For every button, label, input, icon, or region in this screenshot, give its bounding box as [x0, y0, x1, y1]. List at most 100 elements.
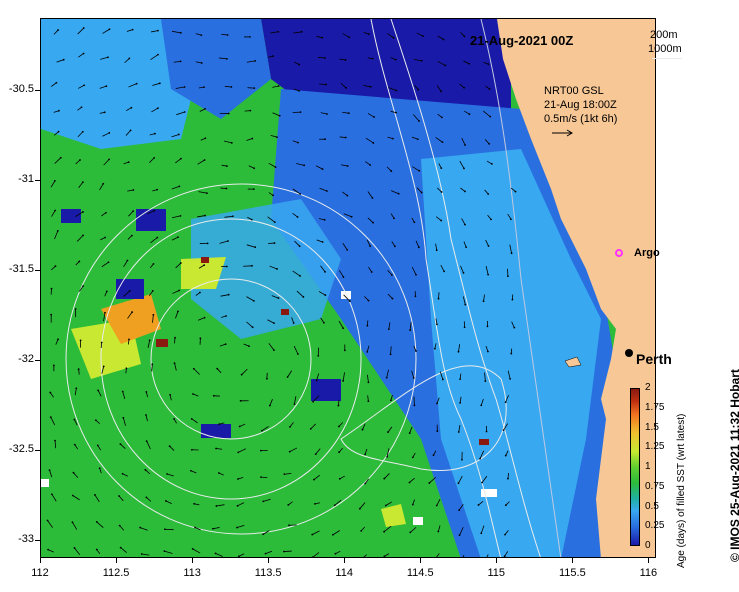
- current-arrow-head: [206, 192, 208, 195]
- current-arrow: [78, 53, 84, 58]
- current-arrow-head: [366, 351, 369, 353]
- current-arrow: [429, 477, 436, 484]
- current-arrow-head: [367, 33, 370, 36]
- current-arrow: [124, 58, 130, 64]
- current-arrow: [342, 191, 348, 196]
- current-arrow: [175, 158, 182, 164]
- shelf-contour: [480, 19, 562, 557]
- current-arrow-head: [238, 425, 241, 428]
- current-arrow-head: [440, 191, 443, 193]
- current-arrow: [123, 290, 130, 297]
- current-arrow: [293, 345, 299, 355]
- current-arrow: [294, 61, 300, 65]
- current-arrow-head: [395, 111, 397, 114]
- y-tick-label: -32: [18, 353, 34, 365]
- current-arrow: [197, 215, 206, 218]
- current-arrow: [74, 419, 78, 426]
- current-arrow-head: [298, 245, 301, 248]
- current-arrow: [50, 180, 56, 188]
- current-arrow-head: [240, 373, 243, 376]
- current-arrow-head: [203, 159, 206, 161]
- current-arrow: [458, 504, 464, 511]
- current-arrow-head: [337, 425, 340, 428]
- current-arrow: [190, 470, 197, 474]
- current-arrow: [390, 394, 393, 401]
- current-arrow: [367, 374, 369, 383]
- current-arrow-head: [179, 157, 182, 160]
- current-arrow-head: [261, 429, 263, 432]
- current-arrow-head: [348, 300, 351, 303]
- current-arrow-head: [297, 141, 299, 144]
- current-arrow: [461, 137, 466, 146]
- current-arrow-head: [190, 469, 192, 472]
- current-arrow: [267, 319, 275, 324]
- current-arrow-head: [55, 81, 58, 84]
- x-tick-label: 113: [183, 567, 201, 579]
- current-arrow: [461, 218, 466, 225]
- colorbar-tick-label: 1.25: [645, 441, 665, 453]
- current-arrow: [464, 110, 470, 115]
- current-arrow-head: [342, 379, 345, 382]
- current-arrow: [191, 418, 198, 424]
- current-arrow-head: [486, 325, 489, 328]
- current-arrow-head: [48, 469, 51, 472]
- current-arrow: [246, 138, 253, 141]
- perth-label: Perth: [636, 351, 672, 367]
- current-arrow-head: [173, 362, 176, 365]
- current-arrow: [78, 181, 84, 188]
- current-arrow-head: [132, 189, 135, 191]
- current-arrow-head: [346, 194, 349, 197]
- current-arrow-head: [103, 111, 106, 114]
- current-arrow-head: [468, 113, 471, 116]
- light-blue-patch-west: [41, 19, 201, 149]
- current-arrow-head: [239, 399, 242, 402]
- current-arrow-head: [372, 142, 375, 144]
- y-tick-label: -30.5: [8, 83, 34, 95]
- current-arrow: [270, 134, 278, 138]
- current-arrow: [172, 215, 181, 219]
- current-arrow-head: [462, 272, 465, 274]
- current-arrow: [51, 494, 57, 502]
- current-arrow: [151, 364, 153, 372]
- current-arrow-head: [193, 502, 196, 505]
- current-arrow-head: [440, 90, 443, 93]
- current-arrow-head: [480, 404, 483, 407]
- current-arrow-head: [50, 287, 53, 290]
- current-arrow: [175, 86, 185, 89]
- current-arrow: [363, 84, 371, 88]
- current-arrow: [460, 32, 465, 37]
- current-arrow: [387, 269, 393, 276]
- current-arrow: [390, 190, 399, 195]
- current-arrow-head: [504, 504, 507, 507]
- current-arrow-head: [102, 182, 105, 185]
- current-arrow: [415, 240, 420, 248]
- current-arrow-head: [346, 165, 349, 167]
- current-arrow-head: [386, 455, 389, 458]
- current-arrow-head: [237, 478, 239, 480]
- colorbar: [630, 388, 640, 546]
- current-arrow-head: [127, 161, 130, 164]
- current-arrow: [243, 343, 250, 347]
- current-scale-label: 0.5m/s (1kt 6h): [544, 113, 618, 125]
- current-arrow: [272, 85, 279, 88]
- current-arrow-head: [420, 191, 423, 194]
- current-arrow-head: [251, 264, 253, 267]
- no-data-speck: [413, 517, 423, 525]
- current-arrow-head: [158, 82, 161, 85]
- current-arrow-head: [416, 138, 419, 141]
- current-arrow-head: [265, 377, 268, 380]
- current-arrow-head: [484, 380, 487, 382]
- current-arrow-head: [227, 112, 230, 115]
- current-arrow-head: [276, 136, 278, 139]
- current-arrow-head: [56, 229, 59, 232]
- current-arrow: [315, 165, 323, 170]
- current-arrow-head: [458, 534, 461, 537]
- current-arrow-head: [273, 242, 276, 244]
- current-arrow: [292, 140, 299, 143]
- sst-age-map: [40, 18, 656, 558]
- current-arrow-head: [104, 311, 106, 314]
- current-arrow-head: [347, 112, 350, 115]
- current-arrow-head: [418, 120, 420, 122]
- current-arrow-head: [463, 86, 466, 89]
- current-arrow: [484, 189, 489, 195]
